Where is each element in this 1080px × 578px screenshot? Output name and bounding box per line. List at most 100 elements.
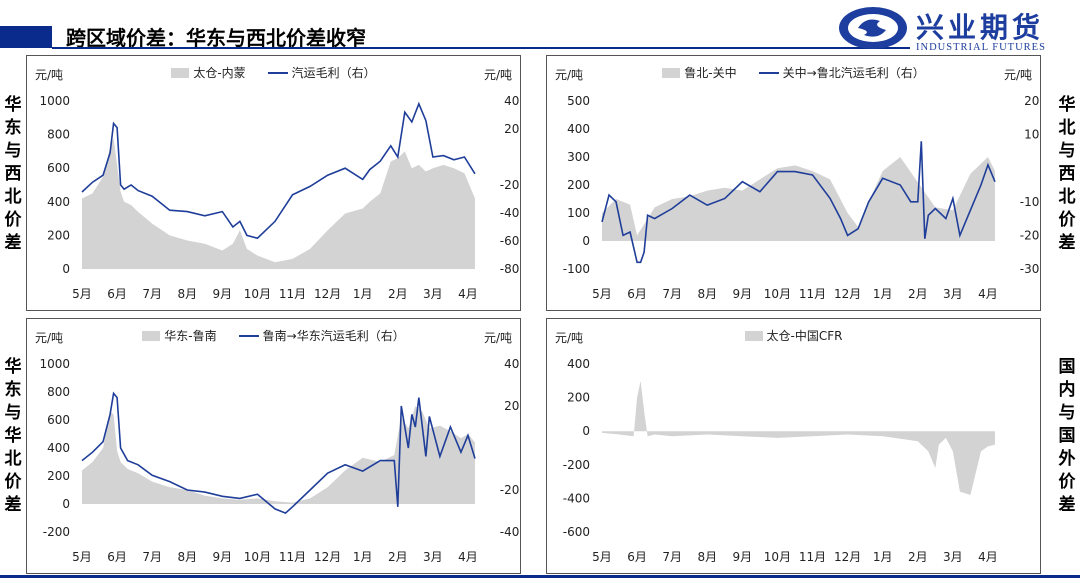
left-tick-label: 200 [47,228,70,242]
left-tick-label: 100 [567,206,590,220]
x-tick-label: 8月 [697,550,717,564]
right-tick-label: -400 [500,525,520,539]
x-tick-label: 3月 [423,287,443,301]
x-tick-label: 5月 [72,287,92,301]
left-tick-label: -100 [563,262,590,276]
chart-legend: 华东-鲁南 鲁南→华东汽运毛利（右） [27,327,520,344]
left-tick-label: 0 [62,497,70,511]
x-tick-label: 2月 [908,550,928,564]
right-tick-label: 400 [504,94,520,108]
right-tick-label: 0 [519,150,520,164]
chart-plot-east-north: -200 0 200 400 600 800 1000 -400 -200 0 200 400 5月 6月… [39,357,520,564]
left-tick-label: 200 [567,178,590,192]
x-tick-label: 9月 [733,287,753,301]
x-tick-label: 8月 [177,550,197,564]
left-tick-label: 0 [582,234,590,248]
x-tick-label: 6月 [107,287,127,301]
x-tick-label: 1月 [873,287,893,301]
x-tick-label: 4月 [458,287,478,301]
x-tick-label: 10月 [764,550,791,564]
header-underline [52,47,910,49]
x-tick-label: 9月 [213,550,233,564]
chart-legend: 太仓-中国CFR [547,327,1040,344]
x-tick-label: 8月 [177,287,197,301]
x-tick-label: 12月 [834,550,861,564]
left-tick-label: -400 [563,491,590,505]
x-tick-label: 7月 [142,550,162,564]
left-tick-label: 400 [567,122,590,136]
x-tick-label: 10月 [244,287,271,301]
legend-area-swatch [662,68,681,78]
left-tick-label: 0 [582,424,590,438]
x-tick-label: 7月 [662,550,682,564]
x-tick-label: 7月 [142,287,162,301]
company-logo: 兴业期货 INDUSTRIAL FUTURES [836,4,1076,56]
left-tick-label: 400 [567,357,590,371]
header-accent-bar [0,26,52,48]
left-tick-label: 600 [47,413,70,427]
x-tick-label: 3月 [423,550,443,564]
right-tick-label: -600 [500,234,520,248]
left-tick-label: 600 [47,161,70,175]
side-label-domestic-foreign: 国内与国外价差 [1058,357,1076,515]
left-tick-label: -200 [563,458,590,472]
series-area-0 [602,380,995,496]
x-tick-label: 3月 [943,550,963,564]
left-axis-unit: 元/吨 [35,68,64,82]
left-tick-label: 0 [62,262,70,276]
right-tick-label: 200 [1024,94,1040,108]
right-tick-label: 100 [1024,128,1040,142]
legend-area-label: 太仓-内蒙 [193,66,246,80]
x-tick-label: 1月 [353,287,373,301]
left-tick-label: 1000 [39,357,70,371]
x-tick-label: 1月 [353,550,373,564]
x-tick-label: 9月 [213,287,233,301]
left-axis-unit: 元/吨 [35,331,64,345]
legend-area-label: 鲁北-关中 [684,66,737,80]
x-tick-label: 11月 [279,287,306,301]
x-tick-label: 4月 [458,550,478,564]
left-tick-label: 1000 [39,94,70,108]
x-tick-label: 7月 [662,287,682,301]
chart-panel-east-northwest: 0 200 400 600 800 1000 -800 -600 -400 -200 0 200 400… [26,55,521,311]
legend-line-swatch [758,72,779,74]
x-tick-label: 12月 [314,287,341,301]
left-tick-label: -600 [563,525,590,539]
left-tick-label: 400 [47,441,70,455]
x-tick-label: 2月 [908,287,928,301]
legend-line-label: 鲁南→华东汽运毛利（右） [262,329,405,343]
side-label-east-north: 华东与华北价差 [4,357,22,515]
chart-legend: 鲁北-关中 关中→鲁北汽运毛利（右） [547,64,1040,81]
left-tick-label: 200 [567,391,590,405]
left-tick-label: 800 [47,128,70,142]
legend-line-label: 关中→鲁北汽运毛利（右） [782,66,925,80]
x-tick-label: 12月 [834,287,861,301]
x-tick-label: 2月 [388,550,408,564]
series-area-0 [82,406,475,504]
chart-plot-east-northwest: 0 200 400 600 800 1000 -800 -600 -400 -200 0 200 400… [39,94,520,301]
legend-line-swatch [238,335,259,337]
left-tick-label: 300 [567,150,590,164]
x-tick-label: 5月 [72,550,92,564]
right-tick-label: -200 [500,483,520,497]
chart-panel-east-north: -200 0 200 400 600 800 1000 -400 -200 0 200 400 5月 6月… [26,318,521,574]
chart-panel-domestic-foreign: -600 -400 -200 0 200 400 5月 6月 7月 8月 9月 10月 11月 12月 1月… [546,318,1041,574]
chart-legend: 太仓-内蒙 汽运毛利（右） [27,64,520,81]
x-tick-label: 8月 [697,287,717,301]
legend-line-swatch [267,72,288,74]
x-tick-label: 6月 [627,550,647,564]
x-tick-label: 4月 [978,550,998,564]
x-tick-label: 5月 [592,287,612,301]
series-area-0 [82,137,475,269]
x-tick-label: 9月 [733,550,753,564]
legend-line-label: 汽运毛利（右） [291,66,376,80]
right-tick-label: -400 [500,206,520,220]
series-line-1 [601,141,996,264]
left-axis-unit: 元/吨 [555,68,584,82]
right-tick-label: 200 [504,122,520,136]
legend-area-label: 华东-鲁南 [164,329,217,343]
right-tick-label: -100 [1020,195,1040,209]
right-tick-label: 0 [519,441,520,455]
series-area-0 [602,157,995,241]
left-axis-unit: 元/吨 [555,331,584,345]
